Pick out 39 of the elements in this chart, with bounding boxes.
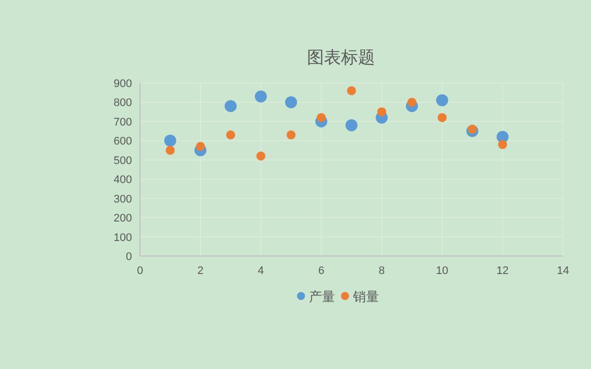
point: [468, 124, 477, 134]
y-tick-label: 700: [114, 116, 132, 128]
point: [254, 90, 267, 102]
point: [377, 107, 386, 116]
y-tick-label: 200: [114, 212, 132, 225]
legend-label: 销量: [352, 289, 379, 304]
point: [256, 152, 266, 161]
y-tick-label: 400: [114, 174, 132, 186]
x-tick-label: 4: [258, 265, 264, 277]
point: [316, 113, 326, 122]
point: [436, 94, 448, 106]
point: [286, 130, 296, 140]
y-tick-label: 800: [114, 97, 132, 110]
point: [407, 98, 416, 107]
point: [438, 113, 447, 122]
point: [347, 86, 356, 96]
legend-label: 产量: [309, 289, 335, 304]
x-tick-label: 2: [197, 265, 204, 277]
y-tick-label: 100: [114, 232, 132, 244]
y-tick-label: 900: [114, 78, 132, 90]
x-tick-label: 0: [136, 265, 144, 277]
point: [498, 140, 508, 150]
y-tick-label: 0: [126, 251, 132, 263]
x-tick-label: 6: [318, 265, 324, 277]
point: [196, 142, 205, 151]
x-tick-label: 12: [496, 265, 509, 277]
point: [164, 134, 176, 147]
point: [285, 96, 298, 108]
chart-title: 图表标题: [307, 48, 375, 67]
point: [166, 146, 175, 155]
y-tick-label: 300: [114, 193, 132, 206]
x-tick-label: 10: [436, 265, 448, 277]
y-tick-label: 500: [114, 154, 132, 167]
point: [224, 100, 237, 112]
y-tick-label: 600: [114, 136, 132, 148]
x-tick-label: 14: [556, 265, 570, 277]
point: [226, 130, 236, 140]
point: [346, 119, 358, 132]
x-tick-label: 8: [378, 265, 385, 277]
